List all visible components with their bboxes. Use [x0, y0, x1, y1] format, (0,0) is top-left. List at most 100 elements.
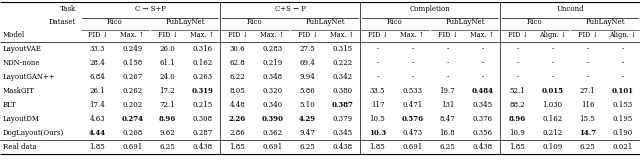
Text: 0.215: 0.215 [193, 101, 212, 109]
Text: 24.0: 24.0 [159, 73, 175, 81]
Text: 33.5: 33.5 [370, 87, 385, 95]
Text: FID ↓: FID ↓ [508, 31, 527, 39]
Text: 6.22: 6.22 [230, 73, 245, 81]
Text: 0.484: 0.484 [472, 87, 493, 95]
Text: -: - [586, 59, 589, 67]
Text: 0.691: 0.691 [262, 143, 283, 151]
Text: 0.190: 0.190 [612, 129, 632, 137]
Text: 6.84: 6.84 [90, 73, 106, 81]
Text: 15.5: 15.5 [580, 115, 595, 123]
Text: 0.153: 0.153 [612, 101, 632, 109]
Text: -: - [412, 59, 413, 67]
Text: Rico: Rico [387, 18, 403, 26]
Text: C → S+P: C → S+P [134, 5, 165, 13]
Text: PubLayNet: PubLayNet [585, 18, 625, 26]
Text: 88.2: 88.2 [509, 101, 525, 109]
Text: 0.202: 0.202 [122, 101, 143, 109]
Text: 0.376: 0.376 [472, 115, 493, 123]
Text: 16.8: 16.8 [440, 129, 456, 137]
Text: 8.05: 8.05 [230, 87, 245, 95]
Text: -: - [481, 59, 484, 67]
Text: -: - [412, 45, 413, 53]
Text: 0.390: 0.390 [262, 115, 284, 123]
Text: 0.308: 0.308 [193, 115, 212, 123]
Text: Real data: Real data [3, 143, 36, 151]
Text: 17.4: 17.4 [90, 101, 106, 109]
Text: 0.438: 0.438 [193, 143, 212, 151]
Text: FID ↓: FID ↓ [367, 31, 387, 39]
Text: Dataset: Dataset [49, 18, 76, 26]
Text: 0.316: 0.316 [193, 45, 212, 53]
Text: MaskGIT: MaskGIT [3, 87, 35, 95]
Text: 33.3: 33.3 [90, 45, 105, 53]
Text: 10.9: 10.9 [509, 129, 525, 137]
Text: 72.1: 72.1 [159, 101, 175, 109]
Text: -: - [586, 73, 589, 81]
Text: -: - [621, 45, 624, 53]
Text: 61.1: 61.1 [159, 59, 175, 67]
Text: Align. ↓: Align. ↓ [609, 31, 636, 39]
Text: 0.262: 0.262 [122, 87, 143, 95]
Text: 0.473: 0.473 [403, 129, 422, 137]
Text: -: - [551, 45, 554, 53]
Text: 30.6: 30.6 [230, 45, 245, 53]
Text: 0.101: 0.101 [611, 87, 634, 95]
Text: 0.015: 0.015 [541, 87, 563, 95]
Text: 0.315: 0.315 [332, 45, 353, 53]
Text: -: - [446, 59, 449, 67]
Text: 6.25: 6.25 [159, 143, 175, 151]
Text: 52.1: 52.1 [509, 87, 525, 95]
Text: -: - [481, 73, 484, 81]
Text: 0.345: 0.345 [332, 129, 353, 137]
Text: -: - [586, 45, 589, 53]
Text: 0.533: 0.533 [403, 87, 422, 95]
Text: 4.44: 4.44 [89, 129, 106, 137]
Text: Max. ↑: Max. ↑ [401, 31, 424, 39]
Text: -: - [551, 59, 554, 67]
Text: 0.267: 0.267 [122, 73, 143, 81]
Text: 8.96: 8.96 [159, 115, 176, 123]
Text: 8.96: 8.96 [509, 115, 526, 123]
Text: 116: 116 [580, 101, 595, 109]
Text: -: - [516, 73, 518, 81]
Text: 4.63: 4.63 [90, 115, 106, 123]
Text: FID ↓: FID ↓ [227, 31, 248, 39]
Text: -: - [621, 59, 624, 67]
Text: FID ↓: FID ↓ [157, 31, 177, 39]
Text: 0.340: 0.340 [262, 101, 283, 109]
Text: 2.26: 2.26 [229, 115, 246, 123]
Text: 0.249: 0.249 [122, 45, 143, 53]
Text: 4.48: 4.48 [230, 101, 245, 109]
Text: 9.47: 9.47 [300, 129, 316, 137]
Text: 0.362: 0.362 [262, 129, 283, 137]
Text: Model: Model [3, 31, 25, 39]
Text: 0.345: 0.345 [472, 101, 493, 109]
Text: 4.29: 4.29 [299, 115, 316, 123]
Text: 6.25: 6.25 [580, 143, 595, 151]
Text: 0.320: 0.320 [262, 87, 283, 95]
Text: -: - [516, 59, 518, 67]
Text: 9.94: 9.94 [300, 73, 316, 81]
Text: -: - [481, 45, 484, 53]
Text: 0.691: 0.691 [403, 143, 422, 151]
Text: 0.222: 0.222 [332, 59, 353, 67]
Text: 0.387: 0.387 [332, 101, 353, 109]
Text: FID ↓: FID ↓ [577, 31, 598, 39]
Text: 0.576: 0.576 [401, 115, 424, 123]
Text: 0.380: 0.380 [332, 87, 353, 95]
Text: 0.162: 0.162 [193, 59, 212, 67]
Text: LayoutVAE: LayoutVAE [3, 45, 42, 53]
Text: -: - [621, 73, 624, 81]
Text: -: - [516, 45, 518, 53]
Text: 0.356: 0.356 [472, 129, 493, 137]
Text: 0.283: 0.283 [262, 45, 283, 53]
Text: 69.4: 69.4 [300, 59, 316, 67]
Text: FID ↓: FID ↓ [298, 31, 317, 39]
Text: Completion: Completion [410, 5, 451, 13]
Text: 1.030: 1.030 [543, 101, 563, 109]
Text: 1.85: 1.85 [370, 143, 385, 151]
Text: NDN-none: NDN-none [3, 59, 40, 67]
Text: -: - [446, 45, 449, 53]
Text: 26.0: 26.0 [159, 45, 175, 53]
Text: 0.212: 0.212 [542, 129, 563, 137]
